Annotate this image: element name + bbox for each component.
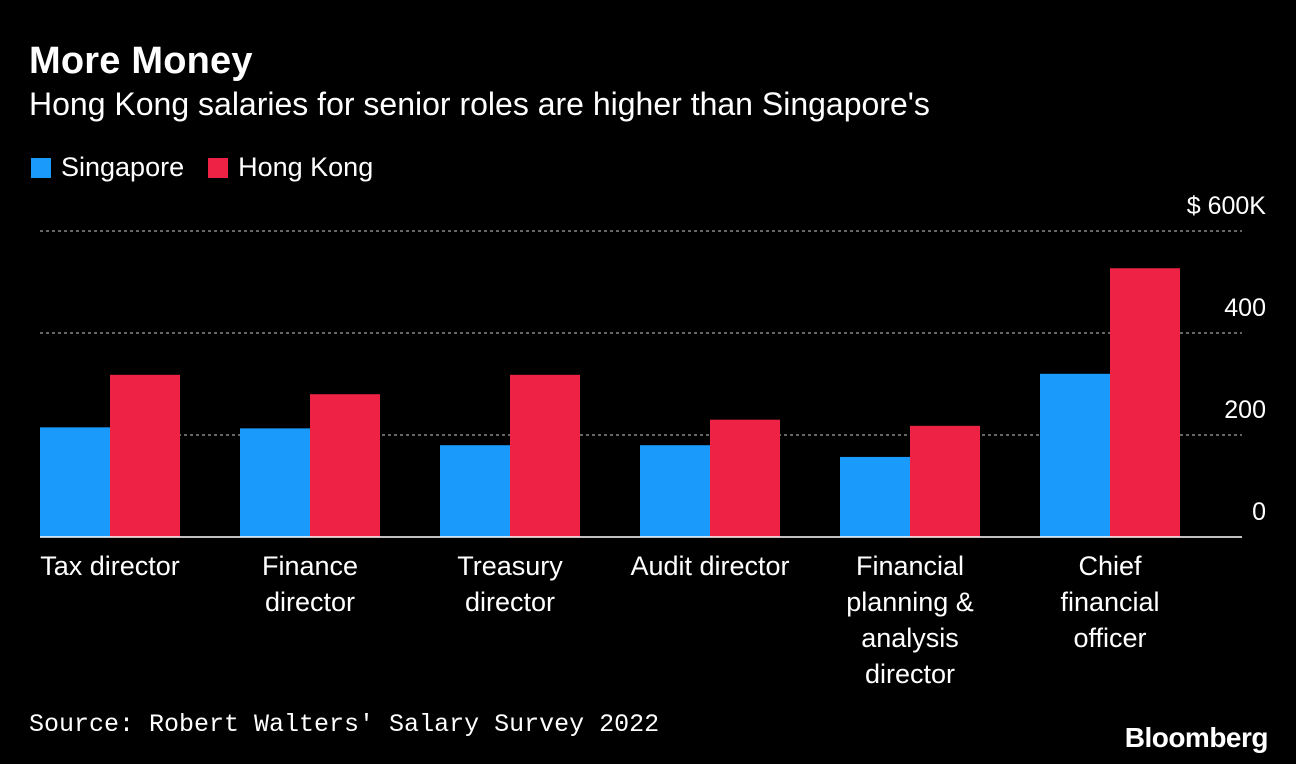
bar-singapore bbox=[640, 445, 710, 537]
bar-hong-kong bbox=[910, 425, 980, 537]
x-category-label: Finance bbox=[262, 551, 358, 581]
bar-hong-kong bbox=[310, 394, 380, 537]
chart-title: More Money bbox=[29, 40, 253, 82]
legend-swatch-singapore bbox=[31, 157, 51, 178]
x-category-label: Financial bbox=[856, 551, 964, 581]
bar-singapore bbox=[40, 427, 110, 537]
x-category-label: director bbox=[865, 659, 955, 689]
x-category-label: planning & bbox=[846, 587, 974, 617]
y-tick-label: $ 600K bbox=[1187, 192, 1267, 220]
legend-label-hong-kong: Hong Kong bbox=[238, 152, 374, 182]
legend-label-singapore: Singapore bbox=[61, 152, 185, 182]
chart-subtitle: Hong Kong salaries for senior roles are … bbox=[29, 86, 930, 122]
x-category-label: Treasury bbox=[457, 551, 563, 581]
legend: Singapore Hong Kong bbox=[31, 152, 397, 183]
x-category-label: director bbox=[465, 587, 555, 617]
x-category-label: analysis bbox=[861, 623, 959, 653]
bar-singapore bbox=[1040, 373, 1110, 537]
x-category-label: Audit director bbox=[630, 551, 789, 581]
x-category-label: Chief bbox=[1078, 551, 1142, 581]
bar-singapore bbox=[240, 428, 310, 537]
bar-singapore bbox=[840, 456, 910, 537]
bar-singapore bbox=[440, 445, 510, 537]
x-category-label: director bbox=[265, 587, 355, 617]
y-tick-label: 200 bbox=[1224, 396, 1266, 424]
bar-hong-kong bbox=[1110, 268, 1180, 537]
legend-swatch-hong-kong bbox=[208, 157, 229, 178]
legend-item-singapore: Singapore bbox=[31, 152, 184, 183]
bar-hong-kong bbox=[110, 374, 180, 537]
y-tick-label: 0 bbox=[1252, 498, 1266, 526]
y-tick-label: 400 bbox=[1224, 294, 1266, 322]
source-note: Source: Robert Walters' Salary Survey 20… bbox=[29, 710, 660, 739]
legend-item-hong-kong: Hong Kong bbox=[208, 152, 373, 183]
x-category-label: Tax director bbox=[40, 551, 180, 581]
x-category-label: financial bbox=[1060, 587, 1159, 617]
bar-hong-kong bbox=[510, 374, 580, 537]
x-category-label: officer bbox=[1073, 623, 1146, 653]
bloomberg-logo: Bloomberg bbox=[1124, 722, 1269, 753]
bar-hong-kong bbox=[710, 419, 780, 537]
